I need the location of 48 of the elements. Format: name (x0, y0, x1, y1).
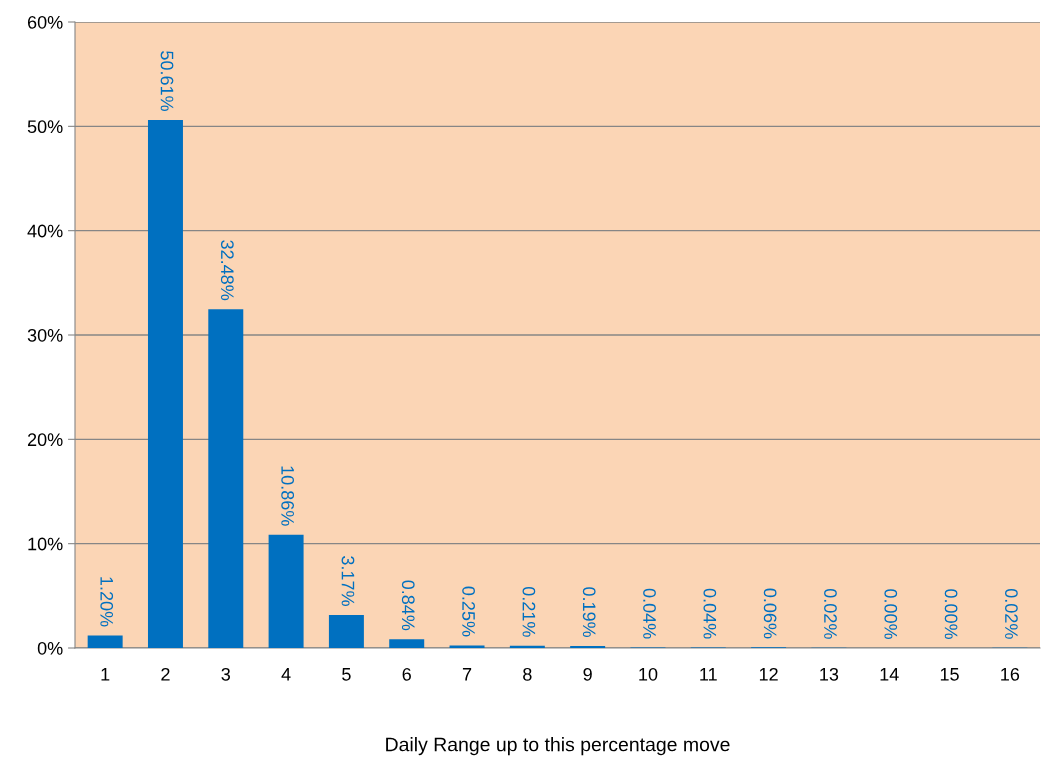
bar (268, 534, 304, 648)
data-label: 0.25% (462, 586, 475, 637)
x-tick-label: 1 (101, 668, 110, 681)
x-tick-label: 5 (342, 668, 351, 681)
bar (328, 614, 364, 648)
data-label: 0.84% (401, 580, 415, 631)
data-label: 0.00% (884, 589, 898, 640)
x-tick-label: 7 (462, 668, 472, 681)
data-label: 0.06% (763, 588, 777, 639)
y-tick-label: 40% (27, 224, 63, 238)
x-tick-label: 8 (523, 667, 532, 681)
bar (147, 119, 183, 648)
x-tick-label: 12 (759, 667, 778, 681)
x-tick-label: 15 (940, 668, 959, 681)
bar (509, 645, 545, 648)
data-label: 0.04% (703, 588, 717, 639)
x-tick-label: 4 (281, 668, 291, 681)
y-tick-label: 50% (27, 120, 63, 134)
y-tick-label: 60% (27, 15, 63, 29)
y-tick-label: 10% (28, 537, 63, 551)
data-label: 0.00% (944, 589, 958, 640)
bar (449, 645, 485, 648)
data-label: 32.48% (220, 240, 234, 301)
data-label: 0.04% (643, 588, 656, 639)
x-tick-label: 3 (221, 667, 231, 681)
data-label: 50.61% (160, 51, 174, 111)
bar (87, 635, 123, 648)
x-tick-label: 6 (402, 667, 411, 681)
x-tick-label: 14 (880, 668, 899, 681)
bar (389, 639, 425, 648)
x-tick-label: 9 (583, 667, 592, 681)
x-tick-label: 16 (1001, 667, 1020, 681)
data-label: 3.17% (341, 556, 355, 606)
x-tick-label: 10 (639, 667, 658, 681)
y-tick-label: 30% (27, 328, 63, 342)
x-tick-label: 11 (700, 668, 717, 681)
data-label: 0.19% (582, 587, 596, 638)
x-tick-label: 13 (820, 667, 839, 681)
data-label: 0.02% (1005, 588, 1018, 639)
data-label: 10.86% (281, 466, 295, 526)
data-label: 0.02% (824, 588, 837, 639)
x-axis-title: Daily Range up to this percentage move (386, 737, 730, 756)
data-label: 0.21% (522, 586, 536, 637)
data-label: 1.20% (100, 577, 114, 627)
y-tick-label: 20% (27, 433, 63, 447)
y-tick-label: 0% (37, 641, 63, 655)
bar (208, 309, 244, 648)
x-tick-label: 2 (161, 667, 170, 681)
